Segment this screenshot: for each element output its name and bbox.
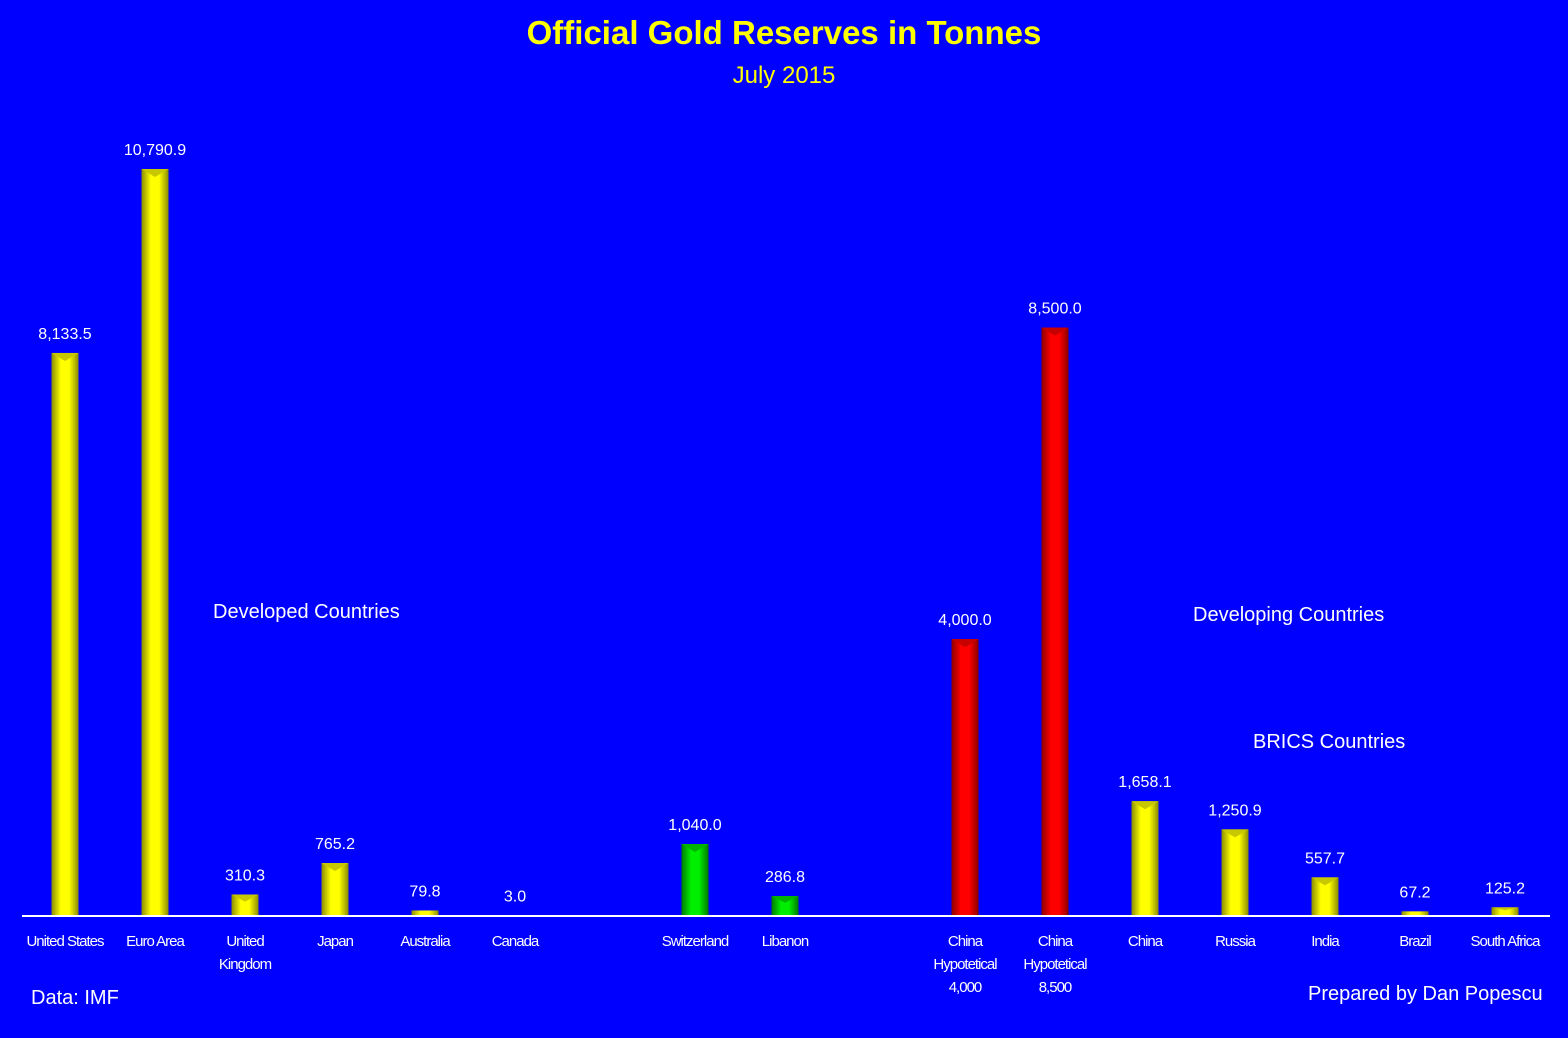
bars-group: 8,133.5 10,790.9 310.3 765.2 79.8 3.0 1,040.0 2… — [38, 142, 1525, 917]
bar-4 — [321, 863, 349, 916]
category-label-4: Japan — [317, 933, 354, 950]
developing-countries-label: Developing Countries — [1193, 604, 1385, 626]
category-label-5: Australia — [400, 933, 451, 950]
bar-11 — [1131, 801, 1159, 916]
value-label-14: 67.2 — [1399, 884, 1430, 901]
bar-cap-4 — [321, 863, 349, 872]
bar-5 — [411, 910, 439, 916]
category-label-13: India — [1311, 933, 1340, 950]
bar-9 — [951, 639, 979, 916]
category-label-9-line-2: Hypotetical — [933, 956, 997, 973]
category-label-10-line-1: China — [1038, 933, 1074, 950]
bar-cap-8 — [771, 896, 799, 903]
value-label-10: 8,500.0 — [1028, 301, 1081, 318]
bar-cap-9 — [951, 639, 979, 648]
category-label-6: Canada — [492, 933, 540, 950]
bar-cap-7 — [681, 844, 709, 853]
category-label-15: South Africa — [1471, 933, 1542, 950]
developed-countries-label: Developed Countries — [213, 601, 400, 623]
category-label-12: Russia — [1215, 933, 1257, 950]
category-label-10-line-2: Hypotetical — [1023, 956, 1087, 973]
value-label-9: 4,000.0 — [938, 612, 991, 629]
value-label-11: 1,658.1 — [1118, 774, 1171, 791]
bar-12 — [1221, 829, 1249, 916]
value-label-5: 79.8 — [409, 883, 440, 900]
bar-cap-10 — [1041, 327, 1069, 336]
value-label-4: 765.2 — [315, 836, 355, 853]
value-label-2: 10,790.9 — [124, 142, 186, 159]
bar-cap-11 — [1131, 801, 1159, 810]
bar-cap-3 — [231, 894, 259, 902]
bar-10 — [1041, 327, 1069, 917]
chart-subtitle: July 2015 — [732, 62, 836, 89]
category-label-3-line-2: Kingdom — [219, 956, 272, 973]
category-label-2: Euro Area — [126, 933, 185, 950]
brics-countries-label: BRICS Countries — [1253, 731, 1406, 753]
value-label-1: 8,133.5 — [38, 326, 91, 343]
category-label-8: Libanon — [762, 933, 809, 950]
bar-3 — [231, 894, 259, 916]
bar-14 — [1401, 911, 1429, 916]
author-label: Prepared by Dan Popescu — [1308, 983, 1543, 1005]
bar-cap-2 — [141, 169, 169, 177]
category-label-11: China — [1128, 933, 1164, 950]
category-label-9-line-1: China — [948, 933, 984, 950]
value-label-3: 310.3 — [225, 868, 265, 885]
chart-title: Official Gold Reserves in Tonnes — [526, 14, 1042, 51]
bar-cap-1 — [51, 352, 79, 361]
value-label-7: 1,040.0 — [668, 817, 721, 834]
bar-2 — [141, 169, 169, 916]
bar-cap-15 — [1491, 907, 1519, 911]
value-label-15: 125.2 — [1485, 880, 1525, 897]
bar-1 — [51, 352, 79, 916]
bar-7 — [681, 844, 709, 916]
category-label-10-line-3: 8,500 — [1039, 979, 1072, 996]
category-label-14: Brazil — [1399, 933, 1431, 950]
value-label-8: 286.8 — [765, 869, 805, 886]
x-axis-labels: United States Euro Area United Kingdom Japan… — [26, 933, 1542, 996]
category-label-7: Switzerland — [662, 933, 729, 950]
value-label-13: 557.7 — [1305, 850, 1345, 867]
bar-cap-13 — [1311, 877, 1339, 886]
value-label-6: 3.0 — [504, 889, 526, 906]
bar-cap-12 — [1221, 829, 1249, 838]
bar-8 — [771, 896, 799, 916]
data-source-label: Data: IMF — [31, 987, 119, 1009]
category-label-9-line-3: 4,000 — [949, 979, 982, 996]
category-label-3-line-1: United — [226, 933, 264, 950]
bar-15 — [1491, 907, 1519, 916]
category-label-1: United States — [26, 933, 104, 950]
value-label-12: 1,250.9 — [1208, 802, 1261, 819]
